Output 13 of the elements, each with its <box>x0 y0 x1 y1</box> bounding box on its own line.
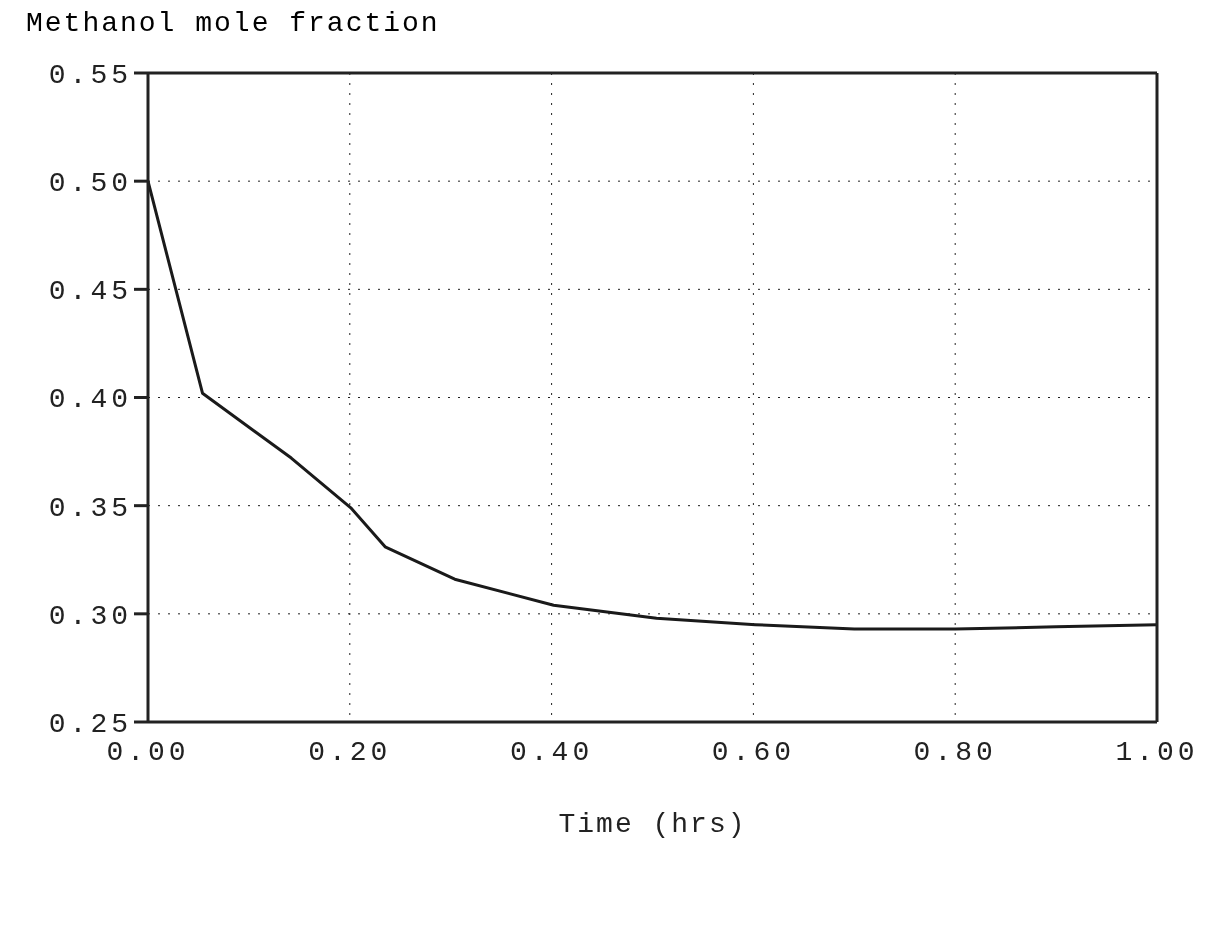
x-tick-label: 0.20 <box>308 736 392 768</box>
y-tick-label: 0.30 <box>48 600 132 632</box>
y-tick-label: 0.45 <box>48 276 132 308</box>
x-tick-label: 1.00 <box>1115 736 1199 768</box>
x-axis-title: Time (hrs) <box>558 809 747 840</box>
x-tick-label: 0.80 <box>913 736 997 768</box>
chart-title: Methanol mole fraction <box>26 8 441 41</box>
x-tick-label: 0.40 <box>509 736 594 768</box>
y-tick-label: 0.40 <box>48 384 132 416</box>
y-tick-label: 0.50 <box>48 168 132 200</box>
y-tick-label: 0.35 <box>48 492 132 524</box>
x-tick-label: 0.60 <box>711 736 796 768</box>
y-tick-label: 0.55 <box>48 59 132 91</box>
